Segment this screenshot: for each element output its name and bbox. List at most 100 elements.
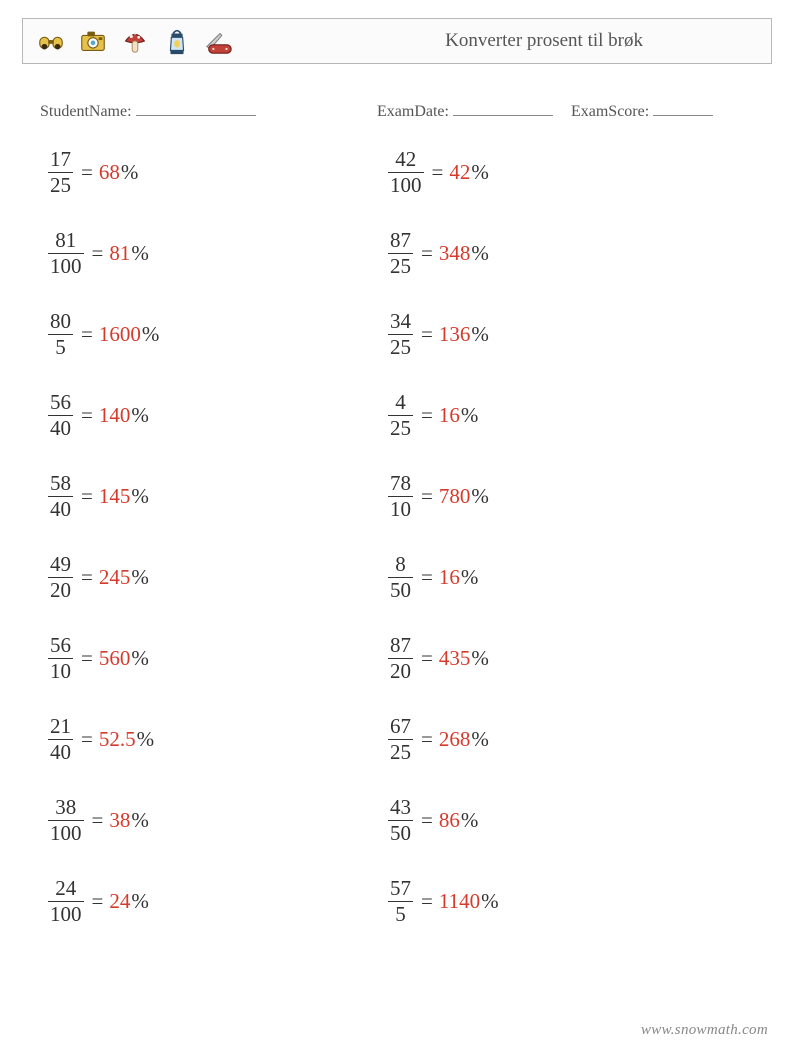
answer-value: 348 (439, 241, 471, 266)
fraction: 8720 (388, 635, 413, 682)
fraction-denominator: 10 (388, 497, 413, 520)
fraction-denominator: 40 (48, 497, 73, 520)
fraction: 2140 (48, 716, 73, 763)
fraction-denominator: 5 (53, 335, 68, 358)
percent-sign: % (136, 727, 155, 752)
lantern-icon (161, 25, 193, 57)
problem: 4920=245% (48, 554, 388, 601)
fraction-numerator: 43 (388, 797, 413, 820)
equals-sign: = (424, 160, 450, 185)
fraction-numerator: 34 (388, 311, 413, 334)
percent-sign: % (130, 565, 149, 590)
equals-sign: = (73, 322, 99, 347)
percent-sign: % (120, 160, 139, 185)
fraction: 575 (388, 878, 413, 925)
camera-icon (77, 25, 109, 57)
footer-url: www.snowmath.com (641, 1022, 768, 1039)
fraction: 805 (48, 311, 73, 358)
exam-score-blank (653, 100, 713, 116)
equals-sign: = (413, 484, 439, 509)
answer-value: 435 (439, 646, 471, 671)
fraction: 425 (388, 392, 413, 439)
fraction-numerator: 8 (393, 554, 408, 577)
fraction-numerator: 80 (48, 311, 73, 334)
equals-sign: = (413, 565, 439, 590)
fraction-numerator: 56 (48, 635, 73, 658)
equals-sign: = (73, 160, 99, 185)
student-name-blank (136, 100, 256, 116)
problem: 38100=38% (48, 797, 388, 844)
fraction-denominator: 40 (48, 740, 73, 763)
problem: 42100=42% (388, 149, 728, 196)
exam-score-label: ExamScore: (571, 103, 649, 120)
fraction-denominator: 50 (388, 578, 413, 601)
fraction-denominator: 10 (48, 659, 73, 682)
answer-value: 780 (439, 484, 471, 509)
problem: 24100=24% (48, 878, 388, 925)
equals-sign: = (413, 646, 439, 671)
answer-value: 68 (99, 160, 120, 185)
problem: 575=1140% (388, 878, 728, 925)
fraction-denominator: 100 (48, 902, 84, 925)
equals-sign: = (413, 322, 439, 347)
problems-col-left: 1725=68%81100=81%805=1600%5640=140%5840=… (48, 149, 388, 925)
answer-value: 38 (109, 808, 130, 833)
percent-sign: % (130, 403, 149, 428)
fraction-denominator: 100 (48, 821, 84, 844)
equals-sign: = (413, 403, 439, 428)
problem: 1725=68% (48, 149, 388, 196)
problem: 850=16% (388, 554, 728, 601)
percent-sign: % (141, 322, 160, 347)
equals-sign: = (84, 889, 110, 914)
fraction-numerator: 21 (48, 716, 73, 739)
problem: 5610=560% (48, 635, 388, 682)
fraction-numerator: 42 (393, 149, 418, 172)
percent-sign: % (470, 646, 489, 671)
fraction: 5840 (48, 473, 73, 520)
equals-sign: = (84, 241, 110, 266)
fraction-denominator: 20 (388, 659, 413, 682)
answer-value: 1140 (439, 889, 480, 914)
mushroom-icon (119, 25, 151, 57)
percent-sign: % (130, 241, 149, 266)
percent-sign: % (470, 727, 489, 752)
equals-sign: = (413, 889, 439, 914)
equals-sign: = (84, 808, 110, 833)
fraction-denominator: 25 (48, 173, 73, 196)
percent-sign: % (470, 322, 489, 347)
percent-sign: % (130, 646, 149, 671)
answer-value: 268 (439, 727, 471, 752)
answer-value: 1600 (99, 322, 141, 347)
problem: 81100= 81% (48, 230, 388, 277)
answer-value: 86 (439, 808, 460, 833)
fraction-numerator: 81 (53, 230, 78, 253)
fraction: 42100 (388, 149, 424, 196)
header-bar: Konverter prosent til brøk (22, 18, 772, 64)
percent-sign: % (130, 889, 149, 914)
problem: 8725=348% (388, 230, 728, 277)
problem: 5840=145% (48, 473, 388, 520)
header-icons (31, 25, 235, 57)
problem: 6725=268% (388, 716, 728, 763)
fraction: 4350 (388, 797, 413, 844)
problem: 2140=52.5% (48, 716, 388, 763)
answer-value: 245 (99, 565, 131, 590)
answer-value: 52.5 (99, 727, 136, 752)
problems-grid: 1725=68%81100=81%805=1600%5640=140%5840=… (22, 149, 772, 925)
fraction: 38100 (48, 797, 84, 844)
answer-value: 42 (449, 160, 470, 185)
fraction-denominator: 100 (48, 254, 84, 277)
fraction: 81100 (48, 230, 84, 277)
binoculars-icon (35, 25, 67, 57)
fraction-denominator: 25 (388, 416, 413, 439)
problems-col-right: 42100=42%8725=348%3425=136%425=16%7810=7… (388, 149, 728, 925)
fraction: 1725 (48, 149, 73, 196)
fraction-denominator: 100 (388, 173, 424, 196)
fraction-denominator: 20 (48, 578, 73, 601)
fraction-denominator: 25 (388, 254, 413, 277)
fraction-numerator: 38 (53, 797, 78, 820)
percent-sign: % (130, 808, 149, 833)
problem: 5640=140% (48, 392, 388, 439)
fraction: 5610 (48, 635, 73, 682)
problem: 7810=780% (388, 473, 728, 520)
